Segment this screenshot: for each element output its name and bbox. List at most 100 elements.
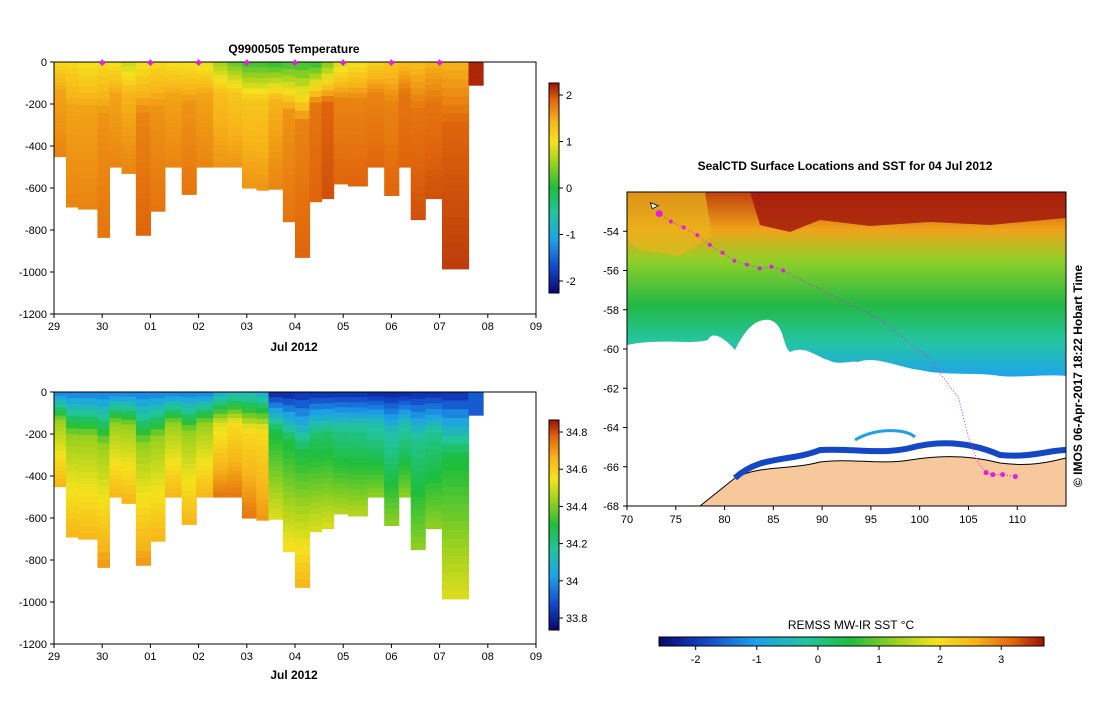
profile-cell: [268, 114, 284, 121]
profile-cell: [333, 163, 349, 170]
profile-cell: [196, 435, 214, 441]
profile-cell: [268, 109, 284, 116]
profile-cell: [321, 403, 335, 410]
profile-cell: [321, 118, 335, 126]
profile-cell: [109, 62, 122, 67]
profile-cell: [367, 462, 385, 467]
profile-cell: [54, 407, 67, 413]
profile-cell: [97, 501, 110, 510]
profile-cell: [384, 178, 400, 185]
profile-cell: [227, 470, 243, 476]
profile-cell: [150, 99, 166, 107]
profile-cell: [384, 95, 400, 102]
profile-cell: [425, 500, 443, 507]
profile-cell: [164, 427, 183, 432]
profile-cell: [268, 439, 284, 446]
profile-cell: [135, 163, 151, 171]
profile-cell: [78, 404, 98, 411]
profile-cell: [164, 66, 183, 72]
profile-cell: [213, 158, 229, 164]
profile-cell: [410, 199, 426, 207]
profile-cell: [196, 140, 214, 146]
profile-cell: [109, 400, 122, 406]
profile-cell: [398, 140, 412, 146]
profile-cell: [121, 126, 137, 133]
profile-cell: [54, 466, 67, 472]
profile-cell: [164, 153, 183, 159]
profile-cell: [282, 405, 296, 413]
profile-cell: [256, 67, 269, 74]
profile-cell: [384, 464, 400, 471]
profile-cell: [321, 84, 335, 92]
profile-cell: [121, 140, 137, 146]
profile-cell: [410, 147, 426, 155]
profile-cell: [121, 136, 137, 142]
profile-cell: [442, 182, 470, 192]
profile-cell: [268, 136, 284, 142]
profile-cell: [333, 102, 349, 109]
profile-cell: [135, 543, 151, 552]
profile-cell: [321, 67, 335, 74]
profile-cell: [367, 136, 385, 142]
profile-cell: [309, 195, 323, 203]
profile-cell: [109, 162, 122, 168]
profile-cell: [309, 432, 323, 440]
profile-cell: [135, 141, 151, 150]
profile-cell: [181, 62, 197, 69]
profile-cell: [295, 538, 311, 548]
imos-credit: © IMOS 06-Apr-2017 18:22 Hobart Time: [1071, 265, 1085, 487]
profile-cell: [213, 409, 229, 415]
profile-cell: [410, 503, 426, 511]
temperature-colorbar-tick: -2: [566, 276, 576, 288]
profile-cell: [164, 97, 183, 102]
profile-cell: [109, 153, 122, 159]
profile-cell: [66, 434, 79, 441]
profile-cell: [348, 412, 368, 419]
profile-cell: [384, 84, 400, 91]
profile-cell: [54, 93, 67, 98]
profile-cell: [295, 554, 311, 564]
profile-cell: [425, 62, 443, 69]
profile-cell: [256, 152, 269, 159]
profile-cell: [410, 153, 426, 162]
profile-cell: [333, 468, 349, 474]
x-tick-label: 09: [530, 321, 542, 333]
profile-cell: [442, 260, 470, 270]
profile-cell: [333, 97, 349, 104]
profile-cell: [367, 114, 385, 120]
profile-cell: [321, 113, 335, 120]
profile-cell: [333, 412, 349, 418]
profile-cell: [109, 79, 122, 85]
profile-cell: [398, 413, 412, 419]
profile-cell: [384, 519, 400, 526]
profile-cell: [150, 198, 166, 206]
profile-cell: [348, 62, 368, 68]
profile-cell: [135, 449, 151, 458]
profile-cell: [384, 73, 400, 80]
profile-cell: [398, 114, 412, 120]
salinity-colorbar-tick: 34.6: [566, 464, 587, 476]
profile-cell: [333, 498, 349, 505]
profile-cell: [109, 140, 122, 146]
track-point: [732, 258, 737, 263]
profile-cell: [181, 447, 197, 454]
profile-cell: [242, 434, 258, 440]
profile-cell: [213, 453, 229, 459]
profile-cell: [181, 78, 197, 85]
profile-cell: [121, 113, 137, 119]
profile-cell: [425, 460, 443, 467]
profile-cell: [398, 127, 412, 133]
profile-cell: [442, 225, 470, 235]
profile-cell: [78, 428, 98, 436]
profile-cell: [97, 222, 110, 231]
profile-cell: [150, 491, 166, 499]
profile-cell: [256, 72, 269, 79]
lon-tick-label: 85: [767, 514, 779, 526]
profile-cell: [333, 503, 349, 510]
profile-cell: [282, 451, 296, 460]
profile-cell: [135, 105, 151, 114]
profile-cell: [150, 180, 166, 187]
profile-cell: [442, 62, 470, 72]
profile-cell: [256, 429, 269, 436]
